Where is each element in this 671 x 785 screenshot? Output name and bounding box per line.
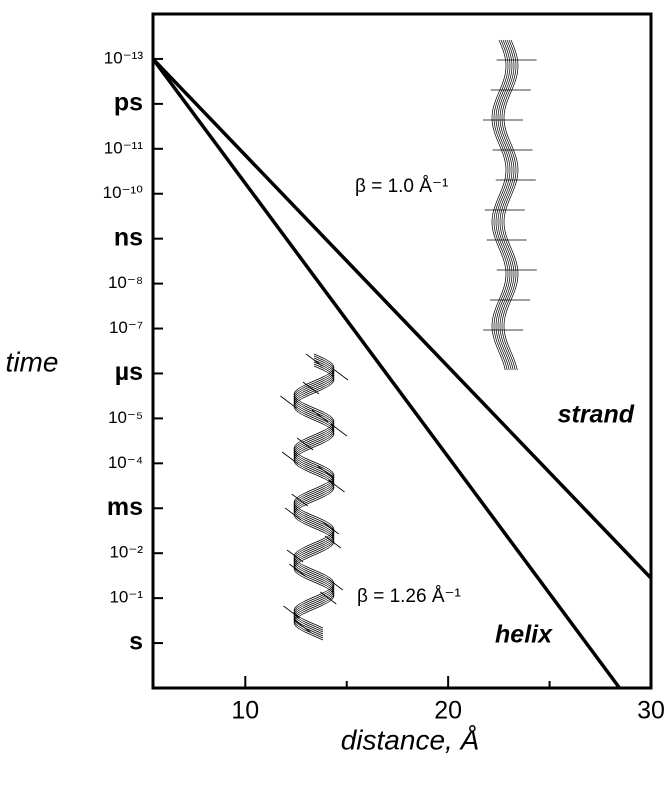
series-label: helix: [495, 621, 553, 649]
x-tick-label: 20: [434, 697, 462, 725]
y-tick-label: 10⁻⁴: [108, 453, 143, 472]
annotation: β = 1.0 Å⁻¹: [355, 176, 448, 197]
y-tick-label: ms: [107, 493, 143, 521]
y-tick-label: 10⁻⁵: [108, 408, 143, 427]
series-line: [151, 57, 621, 690]
y-tick-label: 10⁻⁸: [108, 273, 143, 292]
y-axis-label: time: [6, 346, 59, 377]
y-tick-label: s: [129, 628, 143, 656]
x-tick-label: 10: [231, 697, 259, 725]
molecule-drawings: [280, 39, 537, 641]
helix-drawing: [293, 353, 335, 641]
y-tick-label: ps: [114, 88, 143, 116]
strand-ticks: [483, 59, 537, 331]
helix-ticks: [280, 353, 349, 633]
y-tick-label: 10⁻²: [109, 543, 143, 562]
strand-drawing: [491, 39, 519, 371]
series-label: strand: [558, 401, 635, 429]
x-tick-label: 30: [637, 697, 665, 725]
y-tick-label: 10⁻¹⁰: [103, 183, 144, 202]
y-tick-label: 10⁻¹³: [104, 48, 144, 67]
y-tick-label: 10⁻¹¹: [104, 138, 144, 157]
annotation: β = 1.26 Å⁻¹: [357, 586, 461, 607]
y-tick-label: 10⁻¹: [109, 588, 143, 607]
y-tick-label: ns: [114, 223, 143, 251]
plot-frame: [151, 12, 653, 690]
series-line: [151, 57, 653, 580]
x-axis-label: distance, Å: [341, 724, 480, 755]
y-tick-label: µs: [115, 358, 143, 386]
y-tick-label: 10⁻⁷: [109, 318, 143, 337]
